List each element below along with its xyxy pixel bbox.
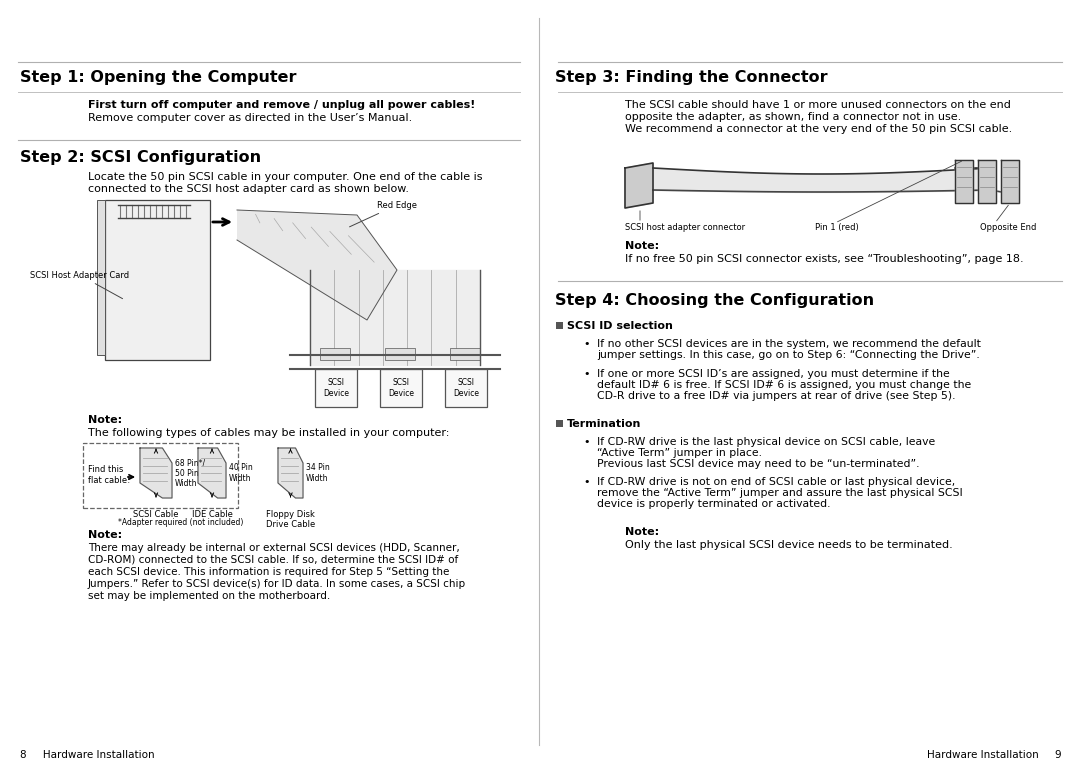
Polygon shape (140, 448, 172, 498)
Text: Note:: Note: (625, 527, 659, 537)
Text: Red Edge: Red Edge (350, 201, 417, 227)
Text: SCSI
Device: SCSI Device (453, 378, 480, 398)
Text: First turn off computer and remove / unplug all power cables!: First turn off computer and remove / unp… (87, 100, 475, 110)
Bar (315, 369, 357, 407)
Bar (320, 348, 350, 360)
Text: each SCSI device. This information is required for Step 5 “Setting the: each SCSI device. This information is re… (87, 567, 449, 577)
Text: default ID# 6 is free. If SCSI ID# 6 is assigned, you must change the: default ID# 6 is free. If SCSI ID# 6 is … (597, 380, 971, 390)
Text: Jumpers.” Refer to SCSI device(s) for ID data. In some cases, a SCSI chip: Jumpers.” Refer to SCSI device(s) for ID… (87, 579, 467, 589)
Text: CD-R drive to a free ID# via jumpers at rear of drive (see Step 5).: CD-R drive to a free ID# via jumpers at … (597, 391, 956, 401)
Polygon shape (625, 163, 653, 208)
Text: Note:: Note: (625, 241, 659, 251)
Text: •: • (583, 477, 590, 487)
Bar (384, 348, 415, 360)
Text: opposite the adapter, as shown, find a connector not in use.: opposite the adapter, as shown, find a c… (625, 112, 961, 122)
Text: Note:: Note: (87, 530, 122, 540)
Text: Remove computer cover as directed in the User’s Manual.: Remove computer cover as directed in the… (87, 113, 413, 123)
Text: Step 3: Finding the Connector: Step 3: Finding the Connector (555, 70, 827, 85)
Text: SCSI ID selection: SCSI ID selection (567, 321, 673, 331)
Text: Locate the 50 pin SCSI cable in your computer. One end of the cable is: Locate the 50 pin SCSI cable in your com… (87, 172, 483, 182)
Text: Step 1: Opening the Computer: Step 1: Opening the Computer (21, 70, 297, 85)
Text: 34 Pin
Width: 34 Pin Width (306, 463, 329, 483)
Text: If CD-RW drive is not on end of SCSI cable or last physical device,: If CD-RW drive is not on end of SCSI cab… (597, 477, 955, 487)
Text: SCSI
Device: SCSI Device (388, 378, 414, 398)
Bar (556, 322, 563, 329)
Text: 8     Hardware Installation: 8 Hardware Installation (21, 750, 154, 760)
Text: Note:: Note: (87, 415, 122, 425)
Text: Previous last SCSI device may need to be “un-terminated”.: Previous last SCSI device may need to be… (597, 459, 919, 469)
Text: 68 Pin*/
50 Pin
Width: 68 Pin*/ 50 Pin Width (175, 458, 205, 488)
Text: jumper settings. In this case, go on to Step 6: “Connecting the Drive”.: jumper settings. In this case, go on to … (597, 350, 980, 360)
Polygon shape (978, 160, 996, 203)
Text: SCSI Cable: SCSI Cable (133, 510, 179, 519)
Text: If no free 50 pin SCSI connector exists, see “Troubleshooting”, page 18.: If no free 50 pin SCSI connector exists,… (625, 254, 1024, 264)
Text: “Active Term” jumper in place.: “Active Term” jumper in place. (597, 448, 762, 458)
Bar (445, 369, 487, 407)
Text: set may be implemented on the motherboard.: set may be implemented on the motherboar… (87, 591, 330, 601)
Text: Opposite End: Opposite End (980, 223, 1037, 232)
Text: device is properly terminated or activated.: device is properly terminated or activat… (597, 499, 831, 509)
Text: •: • (583, 437, 590, 447)
Text: Step 2: SCSI Configuration: Step 2: SCSI Configuration (21, 150, 261, 165)
Bar (105, 200, 210, 360)
Text: The SCSI cable should have 1 or more unused connectors on the end: The SCSI cable should have 1 or more unu… (625, 100, 1011, 110)
Text: connected to the SCSI host adapter card as shown below.: connected to the SCSI host adapter card … (87, 184, 409, 194)
Bar (556, 420, 563, 427)
Text: remove the “Active Term” jumper and assure the last physical SCSI: remove the “Active Term” jumper and assu… (597, 488, 962, 498)
Text: •: • (583, 339, 590, 349)
Text: Termination: Termination (567, 419, 642, 429)
Polygon shape (278, 448, 303, 498)
Polygon shape (955, 160, 973, 203)
Text: Step 4: Choosing the Configuration: Step 4: Choosing the Configuration (555, 293, 874, 308)
Text: SCSI Host Adapter Card: SCSI Host Adapter Card (30, 271, 130, 298)
Text: If CD-RW drive is the last physical device on SCSI cable, leave: If CD-RW drive is the last physical devi… (597, 437, 935, 447)
Text: •: • (583, 369, 590, 379)
Text: If no other SCSI devices are in the system, we recommend the default: If no other SCSI devices are in the syst… (597, 339, 981, 349)
Text: Floppy Disk
Drive Cable: Floppy Disk Drive Cable (266, 510, 315, 530)
Text: If one or more SCSI ID’s are assigned, you must determine if the: If one or more SCSI ID’s are assigned, y… (597, 369, 949, 379)
Text: CD-ROM) connected to the SCSI cable. If so, determine the SCSI ID# of: CD-ROM) connected to the SCSI cable. If … (87, 555, 458, 565)
Text: Only the last physical SCSI device needs to be terminated.: Only the last physical SCSI device needs… (625, 540, 953, 550)
Text: SCSI
Device: SCSI Device (323, 378, 349, 398)
Bar (97, 200, 105, 355)
Polygon shape (198, 448, 226, 498)
Bar (450, 348, 480, 360)
Text: We recommend a connector at the very end of the 50 pin SCSI cable.: We recommend a connector at the very end… (625, 124, 1012, 134)
Text: IDE Cable: IDE Cable (191, 510, 232, 519)
Text: SCSI host adapter connector: SCSI host adapter connector (625, 223, 745, 232)
Text: Find this
flat cable!: Find this flat cable! (87, 465, 131, 485)
Text: *Adapter required (not included): *Adapter required (not included) (118, 518, 243, 527)
Text: Pin 1 (red): Pin 1 (red) (815, 223, 859, 232)
Polygon shape (237, 210, 397, 320)
Polygon shape (310, 270, 480, 365)
Text: 40 Pin
Width: 40 Pin Width (229, 463, 253, 483)
Text: The following types of cables may be installed in your computer:: The following types of cables may be ins… (87, 428, 449, 438)
Bar (380, 369, 422, 407)
Text: There may already be internal or external SCSI devices (HDD, Scanner,: There may already be internal or externa… (87, 543, 460, 553)
Bar (83, 443, 238, 508)
Polygon shape (1001, 160, 1020, 203)
Text: Hardware Installation     9: Hardware Installation 9 (928, 750, 1062, 760)
